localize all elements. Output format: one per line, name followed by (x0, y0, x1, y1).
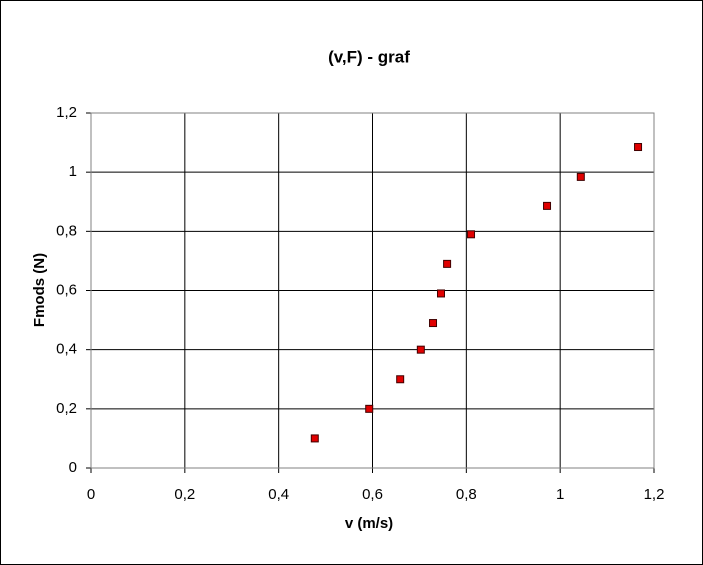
x-tick-label: 0 (87, 486, 95, 503)
y-tick-label: 0,8 (56, 222, 77, 239)
x-axis-label: v (m/s) (345, 515, 393, 532)
y-tick-label: 0 (69, 459, 77, 476)
point (396, 375, 405, 384)
point (467, 230, 476, 239)
chart-title: (v,F) - graf (328, 47, 410, 66)
point (365, 404, 374, 413)
point (310, 434, 319, 443)
point (436, 289, 445, 298)
point (416, 345, 425, 354)
x-tick-label: 1 (556, 486, 564, 503)
y-axis-label: Fmods (N) (31, 253, 48, 327)
x-tick-label: 0,6 (362, 486, 383, 503)
point (443, 259, 452, 268)
plot-frame (90, 112, 655, 469)
y-tick-label: 0,6 (56, 281, 77, 298)
point (429, 319, 438, 328)
y-tick-label: 0,2 (56, 400, 77, 417)
x-tick-label: 0,2 (174, 486, 195, 503)
x-tick-label: 1,2 (644, 486, 665, 503)
y-tick-label: 1 (69, 163, 77, 180)
y-tick-label: 0,4 (56, 341, 77, 358)
point (576, 172, 585, 181)
point (634, 143, 643, 152)
point (543, 201, 552, 210)
x-tick-label: 0,8 (456, 486, 477, 503)
x-tick-label: 0,4 (268, 486, 289, 503)
y-tick-label: 1,2 (56, 104, 77, 121)
